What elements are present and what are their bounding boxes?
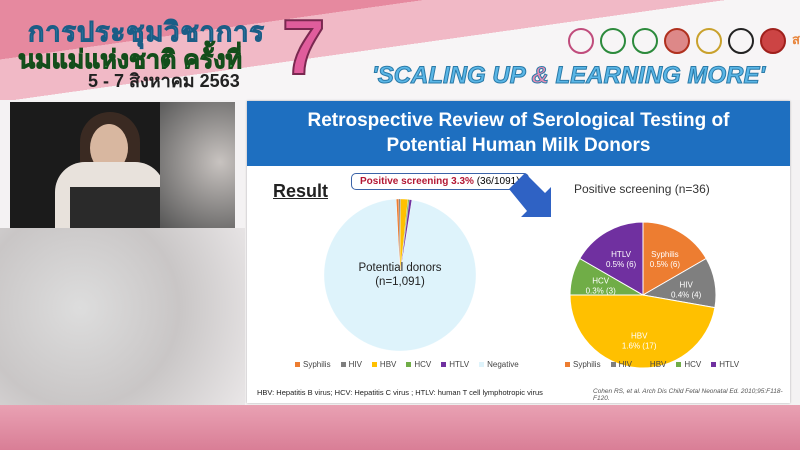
slogan-text: 'SCALING UP xyxy=(372,62,532,90)
legend-label: HCV xyxy=(414,360,432,369)
banner-edition: 7 xyxy=(281,2,326,92)
legend-swatch xyxy=(441,362,447,367)
slice-label: Syphilis xyxy=(651,250,679,259)
legend-swatch xyxy=(641,362,647,367)
callout-bold: Positive screening 3.3% xyxy=(360,176,474,187)
slice-label: HTLV xyxy=(611,250,632,259)
sponsor-logos: สสส xyxy=(568,28,800,54)
legend-item: HTLV xyxy=(441,360,469,369)
pie-slice-hbv xyxy=(569,294,716,369)
center-label-1: Potential donors xyxy=(358,262,442,274)
slide-title: Retrospective Review of Serological Test… xyxy=(247,101,790,166)
footnote: HBV: Hepatitis B virus; HCV: Hepatitis C… xyxy=(257,388,543,397)
legend-label: HIV xyxy=(618,360,632,369)
legend-label: HTLV xyxy=(449,360,470,369)
legend-swatch xyxy=(676,362,682,367)
positive-legend: Syphilis HIV HBV HCV HTLV xyxy=(565,360,739,369)
slice-label: HIV xyxy=(679,280,693,289)
slice-label: 0.5% (6) xyxy=(606,260,637,269)
legend-item: HBV xyxy=(371,360,397,369)
legend-item: HIV xyxy=(610,360,632,369)
legend-item: HCV xyxy=(406,360,431,369)
legend-swatch xyxy=(479,362,485,367)
legend-item: HBV xyxy=(641,360,667,369)
banner-title-line2: นมแม่แห่งชาติ ครั้งที่ xyxy=(18,46,243,75)
legend-swatch xyxy=(565,362,570,367)
slice-label: 0.5% (6) xyxy=(650,260,681,269)
legend-swatch xyxy=(711,362,717,367)
slogan-amp: & xyxy=(531,62,549,90)
legend-label: HBV xyxy=(379,360,397,369)
legend-swatch xyxy=(610,362,616,367)
result-heading: Result xyxy=(273,181,329,201)
legend-label: HIV xyxy=(348,360,362,369)
logo-icon xyxy=(632,28,658,54)
presentation-slide: Retrospective Review of Serological Test… xyxy=(247,101,790,403)
legend-label: HCV xyxy=(684,360,702,369)
positive-pie-title: Positive screening (n=36) xyxy=(574,182,710,196)
legend-swatch xyxy=(340,362,346,367)
legend-swatch xyxy=(295,362,300,367)
slice-label: 0.3% (3) xyxy=(586,287,617,296)
logo-icon xyxy=(728,28,754,54)
center-label-2: (n=1,091) xyxy=(375,276,425,288)
logo-icon xyxy=(664,28,690,54)
speaker-video xyxy=(10,102,235,228)
slice-label: 1.6% (17) xyxy=(622,342,657,351)
slice-label: 0.4% (4) xyxy=(671,290,702,299)
legend-label: Negative xyxy=(487,360,519,369)
title-line: Potential Human Milk Donors xyxy=(386,135,651,156)
banner-date: 5 - 7 สิงหาคม 2563 xyxy=(88,71,240,91)
logo-icon xyxy=(568,28,594,54)
legend-swatch xyxy=(406,362,412,367)
legend-item: Syphilis xyxy=(295,360,331,369)
pie-slice-negative xyxy=(323,198,477,352)
donors-pie xyxy=(323,198,477,352)
legend-label: HTLV xyxy=(719,360,740,369)
bottom-band xyxy=(0,405,800,450)
title-line: Retrospective Review of Serological Test… xyxy=(307,110,730,131)
legend-label: Syphilis xyxy=(573,360,601,369)
pie-slice-syphilis xyxy=(642,221,707,296)
logo-icon xyxy=(760,28,786,54)
slogan-text: LEARNING MORE' xyxy=(548,62,766,90)
donors-legend: Syphilis HIV HBV HCV HTLV Negative xyxy=(295,360,519,369)
child-photo xyxy=(0,228,245,418)
banner-slogan: 'SCALING UP & LEARNING MORE' xyxy=(372,62,766,90)
positive-callout: Positive screening 3.3% (36/1091) xyxy=(351,173,529,190)
legend-item: HCV xyxy=(676,360,701,369)
logo-icon xyxy=(696,28,722,54)
legend-item: Syphilis xyxy=(565,360,601,369)
logo-icon xyxy=(600,28,626,54)
legend-label: HBV xyxy=(649,360,667,369)
banner-title-line1: การประชุมวิชาการ xyxy=(28,17,265,48)
callout-rest: (36/1091) xyxy=(473,176,520,187)
legend-item: HTLV xyxy=(711,360,739,369)
legend-label: Syphilis xyxy=(303,360,331,369)
citation: Cohen RS, et al. Arch Dis Child Fetal Ne… xyxy=(593,388,783,402)
sss-logo: สสส xyxy=(792,32,800,47)
legend-item: Negative xyxy=(479,360,519,369)
slice-label: HCV xyxy=(592,277,610,286)
pie-slice-htlv xyxy=(579,221,644,296)
legend-swatch xyxy=(371,362,377,367)
arrow-icon xyxy=(509,173,551,217)
legend-item: HIV xyxy=(340,360,362,369)
slice-label: HBV xyxy=(631,332,648,341)
